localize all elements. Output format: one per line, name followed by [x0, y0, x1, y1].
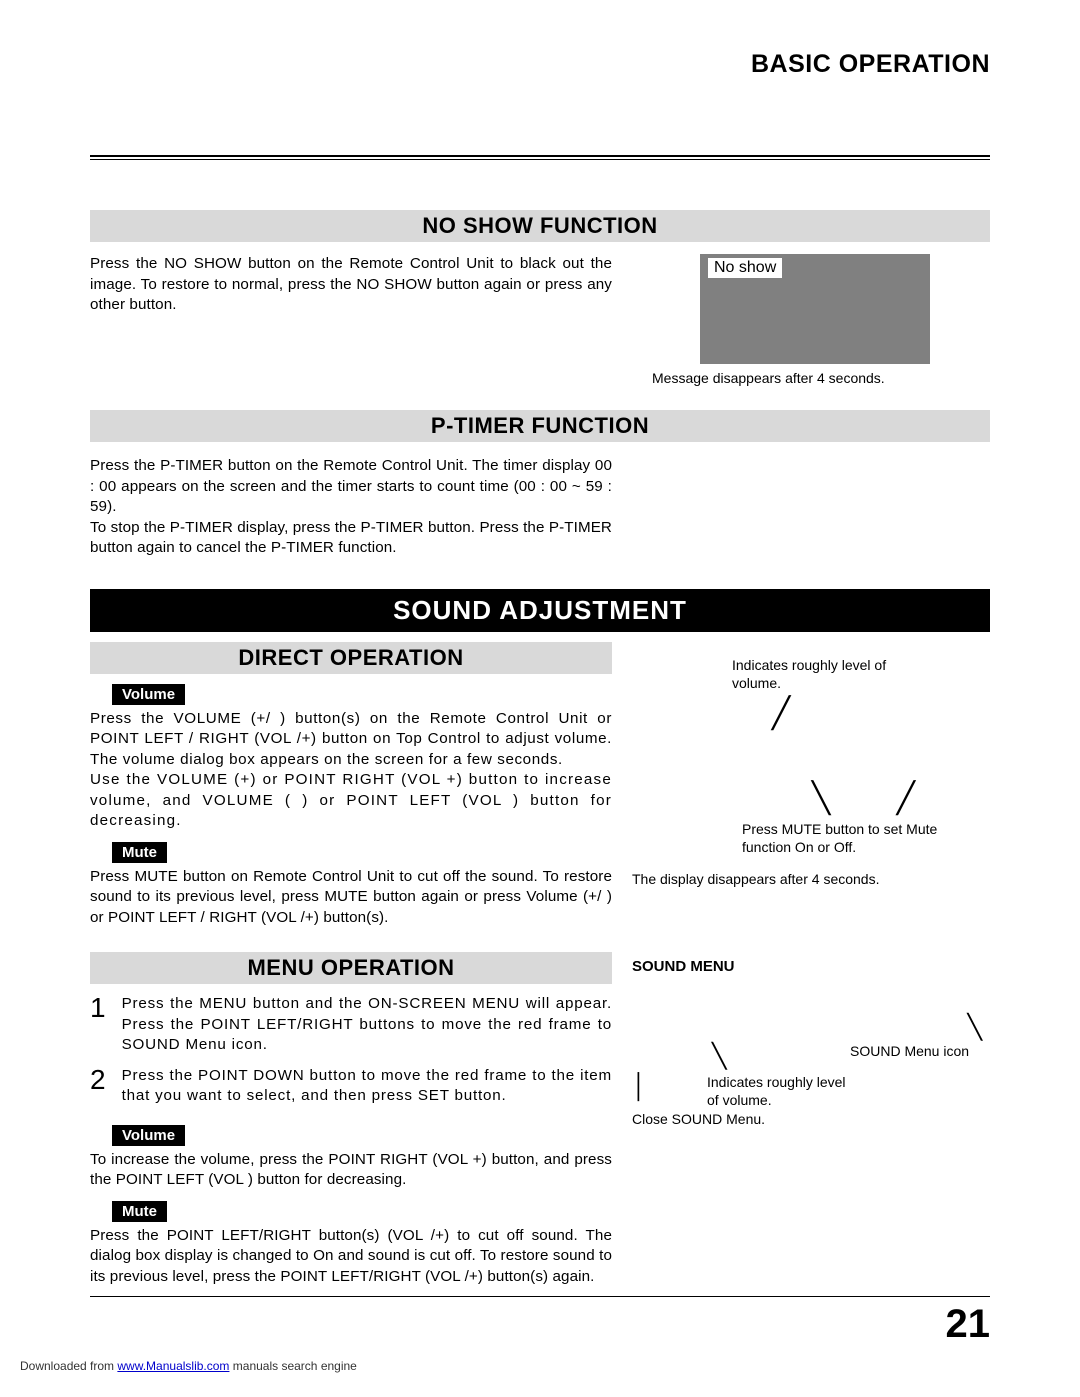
pointer-line-icon: ╲ ╱ [812, 781, 990, 816]
no-show-box-label: No show [708, 258, 782, 278]
pointer-line-icon: ╲ [712, 1042, 726, 1071]
page-number: 21 [946, 1302, 991, 1347]
volume-level-annot-2: Indicates roughly level of volume. [707, 1073, 847, 1109]
p-timer-heading: P-TIMER FUNCTION [90, 410, 990, 442]
footer-suffix: manuals search engine [229, 1359, 356, 1373]
header-rule [90, 155, 990, 160]
no-show-display-box: No show [700, 254, 930, 364]
menu-mute-para: Press the POINT LEFT/RIGHT button(s) (VO… [90, 1226, 612, 1288]
close-sound-menu-annot: Close SOUND Menu. [632, 1110, 990, 1128]
mute-label: Mute [112, 842, 167, 863]
no-show-para: Press the NO SHOW button on the Remote C… [90, 254, 612, 316]
pointer-line-icon: ╱ [772, 696, 990, 731]
menu-mute-label: Mute [112, 1201, 167, 1222]
footer-link[interactable]: www.Manualslib.com [117, 1359, 229, 1373]
pointer-line-icon: ╲ [968, 1013, 982, 1042]
footer-prefix: Downloaded from [20, 1359, 117, 1373]
sound-adjustment-bar: SOUND ADJUSTMENT [90, 589, 990, 632]
pointer-line-icon: │ [632, 1073, 647, 1109]
p-timer-para1: Press the P-TIMER button on the Remote C… [90, 456, 612, 518]
no-show-heading: NO SHOW FUNCTION [90, 210, 990, 242]
footer-rule [90, 1296, 990, 1297]
volume-level-annot: Indicates roughly level of volume. [732, 656, 902, 692]
step-number-2: 2 [90, 1066, 106, 1094]
direct-volume-para1: Press the VOLUME (+/ ) button(s) on the … [90, 709, 612, 771]
direct-volume-para2: Use the VOLUME (+) or POINT RIGHT (VOL +… [90, 770, 612, 832]
page-header: BASIC OPERATION [90, 50, 990, 160]
direct-mute-para: Press MUTE button on Remote Control Unit… [90, 867, 612, 929]
sound-menu-icon-annot: SOUND Menu icon [850, 1042, 990, 1060]
menu-step1: Press the MENU button and the ON-SCREEN … [122, 994, 612, 1056]
step-number-1: 1 [90, 994, 106, 1022]
display-disappear-annot: The display disappears after 4 seconds. [632, 870, 990, 888]
direct-operation-heading: DIRECT OPERATION [90, 642, 612, 674]
sound-menu-title: SOUND MENU [632, 958, 990, 975]
menu-step2: Press the POINT DOWN button to move the … [122, 1066, 612, 1107]
download-footer: Downloaded from www.Manualslib.com manua… [20, 1359, 357, 1373]
menu-volume-para: To increase the volume, press the POINT … [90, 1150, 612, 1191]
menu-volume-label: Volume [112, 1125, 185, 1146]
mute-annot: Press MUTE button to set Mute function O… [742, 820, 942, 856]
p-timer-para2: To stop the P-TIMER display, press the P… [90, 518, 612, 559]
volume-label: Volume [112, 684, 185, 705]
no-show-caption: Message disappears after 4 seconds. [652, 370, 990, 386]
menu-operation-heading: MENU OPERATION [90, 952, 612, 984]
header-title: BASIC OPERATION [90, 50, 990, 85]
